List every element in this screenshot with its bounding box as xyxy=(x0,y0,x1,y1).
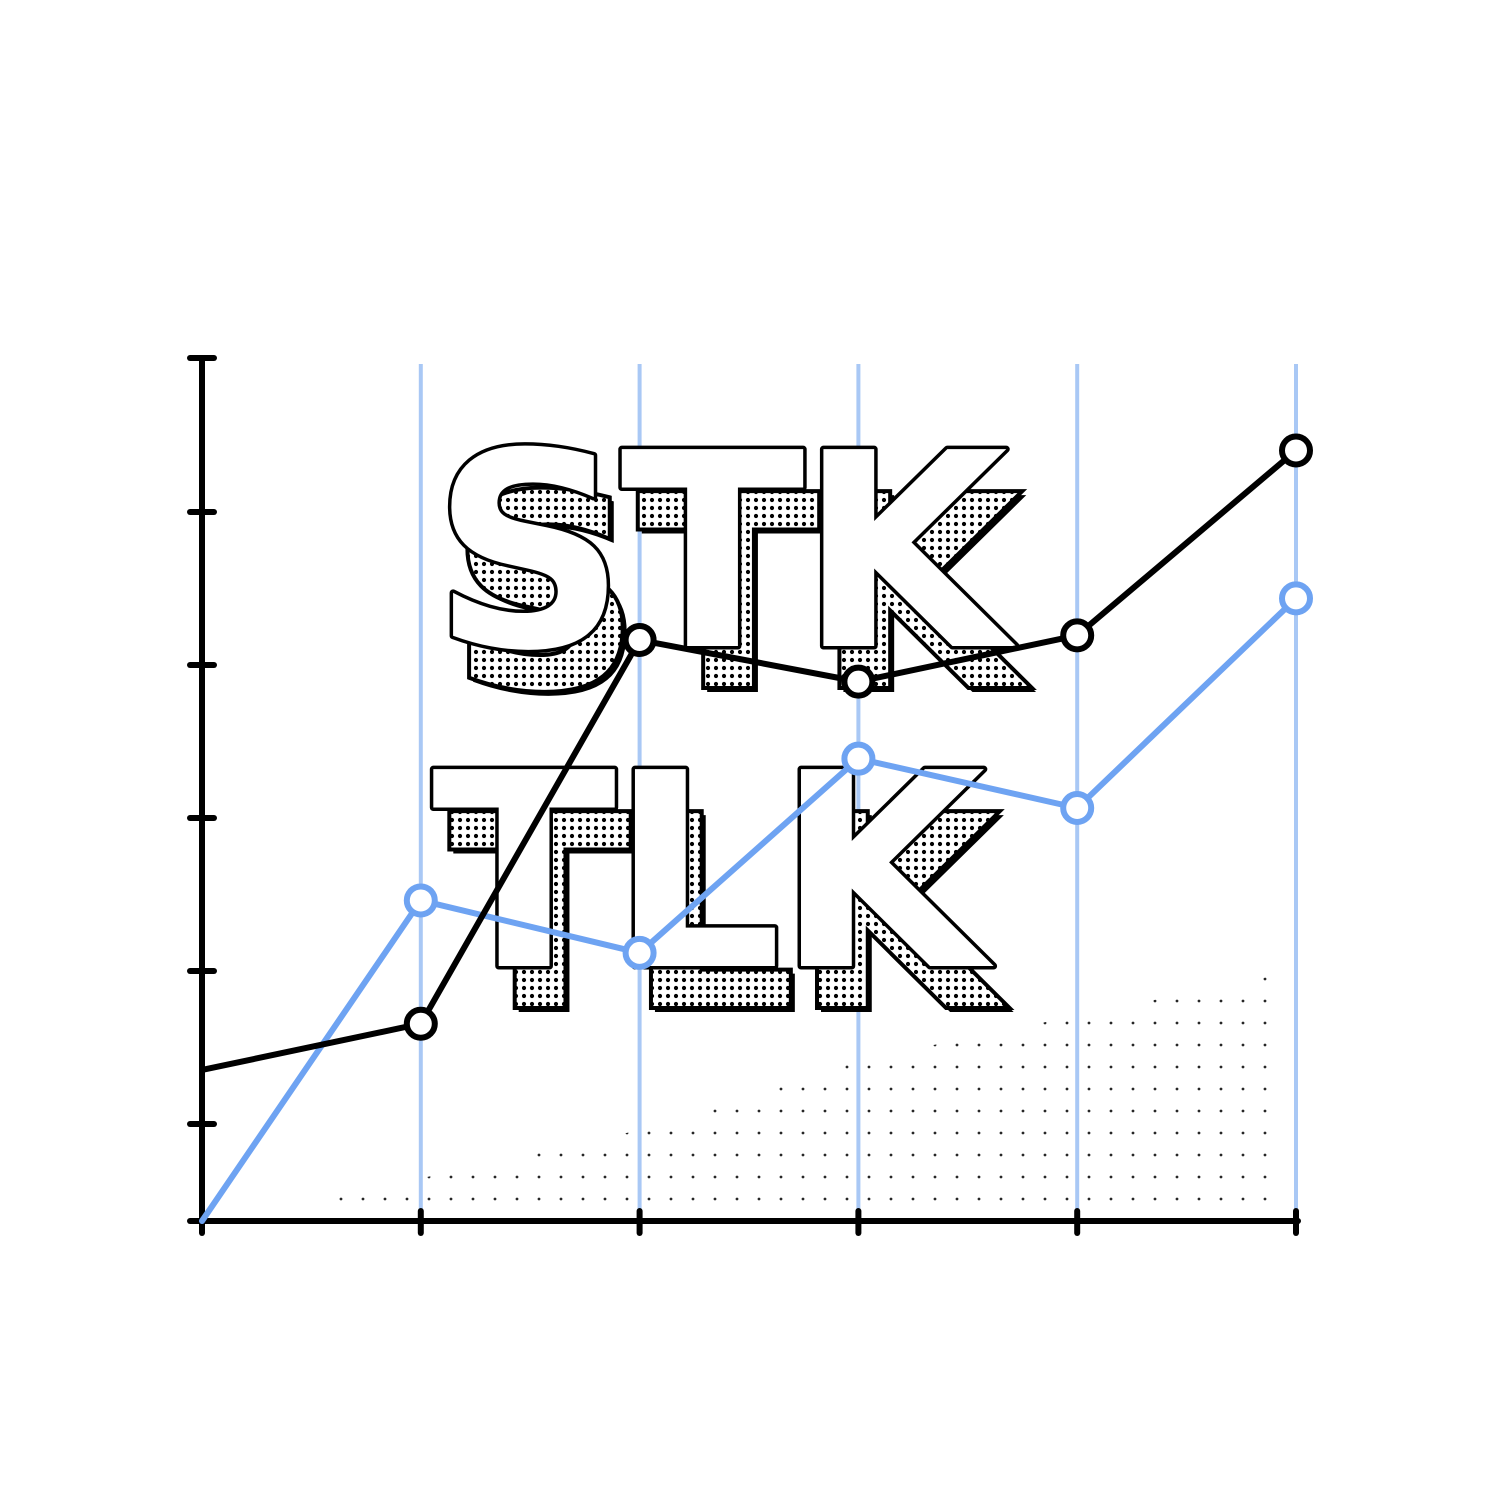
chart-axes xyxy=(187,355,1301,1236)
title-line-1: STK STK STK xyxy=(429,392,1045,757)
title-line-1-shadow: STK xyxy=(452,441,1038,756)
series-1-line xyxy=(199,595,1299,1224)
series-0-point-5 xyxy=(1279,433,1313,468)
series-0-point-1 xyxy=(403,1006,438,1041)
series-1-point-3 xyxy=(841,741,876,776)
series-1-point-2 xyxy=(622,935,657,970)
title-line-2: TLK TLK TLK xyxy=(429,712,1022,1077)
series-1-point-5 xyxy=(1279,581,1313,616)
title-line-1-face: STK xyxy=(432,395,1018,710)
logo-title: STK STK STK TLK TLK TLK xyxy=(429,392,1045,1077)
series-1-point-1 xyxy=(403,883,438,918)
series-1-point-4 xyxy=(1060,790,1095,825)
title-line-1-extrusion: STK xyxy=(448,437,1034,752)
chart-series xyxy=(199,433,1313,1224)
halftone-area-fill xyxy=(300,975,1278,1210)
series-0-point-2 xyxy=(622,623,657,658)
series-0-point-3 xyxy=(841,664,876,699)
vertical-gridlines xyxy=(418,364,1298,1221)
title-line-2-shadow: TLK xyxy=(452,761,1016,1076)
halftone-area xyxy=(300,975,1278,1210)
series-0-point-4 xyxy=(1060,618,1095,653)
series-0-line xyxy=(199,447,1299,1073)
title-line-2-face: TLK xyxy=(432,715,996,1030)
